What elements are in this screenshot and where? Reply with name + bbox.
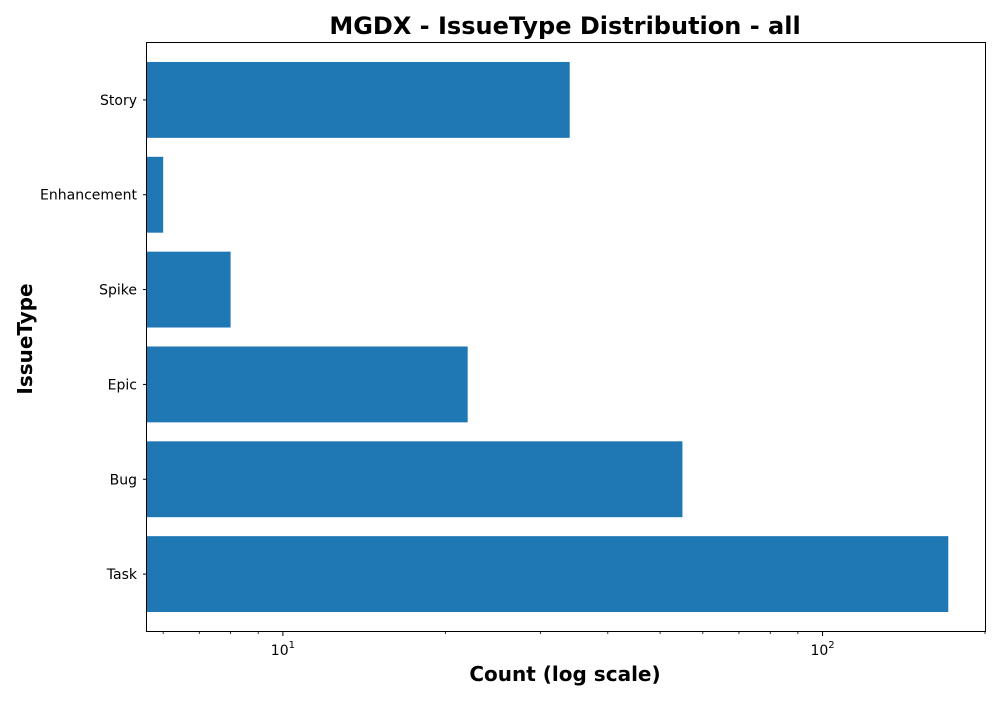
y-tick-label: Story [100, 93, 137, 109]
y-axis-ticks: Task Bug Epic Spike Enhancement Story [40, 93, 147, 583]
x-tick-label: 102 [810, 640, 834, 659]
bars-group [147, 61, 949, 613]
bar-enhancement [147, 156, 164, 233]
y-axis-label: IssueType [13, 283, 37, 394]
plot-area-frame [146, 42, 986, 632]
bar-bug [147, 441, 683, 518]
x-tick-label: 101 [271, 640, 295, 659]
bar-task [147, 536, 949, 613]
x-axis-label: Count (log scale) [469, 662, 660, 686]
y-tick-label: Enhancement [40, 188, 137, 204]
y-tick-label: Epic [108, 377, 137, 393]
x-axis-ticks: 101 102 [162, 631, 986, 659]
bar-spike [147, 251, 231, 328]
y-tick-label: Spike [99, 283, 137, 299]
y-tick-label: Task [106, 567, 138, 583]
bar-epic [147, 346, 468, 423]
y-tick-label: Bug [110, 472, 137, 488]
bar-story [147, 61, 570, 138]
chart-title: MGDX - IssueType Distribution - all [329, 12, 800, 40]
